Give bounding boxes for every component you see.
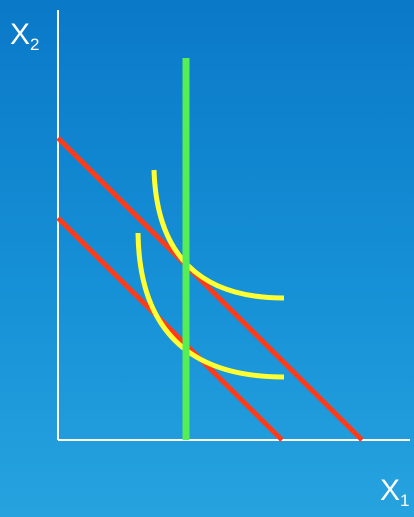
y-axis-label-sub: 2 bbox=[30, 35, 40, 54]
x-axis-label-sub: 1 bbox=[400, 491, 410, 510]
x-axis-label-main: X bbox=[380, 474, 401, 507]
indifference-curve-upper bbox=[151, 169, 285, 301]
y-axis-label-main: X bbox=[10, 18, 31, 51]
budget-line-inner bbox=[56, 216, 284, 442]
budget-line-outer bbox=[56, 136, 364, 442]
x-axis-label: X1 bbox=[380, 474, 409, 510]
indifference-curve-lower bbox=[135, 232, 285, 380]
y-axis-label: X2 bbox=[10, 18, 39, 54]
